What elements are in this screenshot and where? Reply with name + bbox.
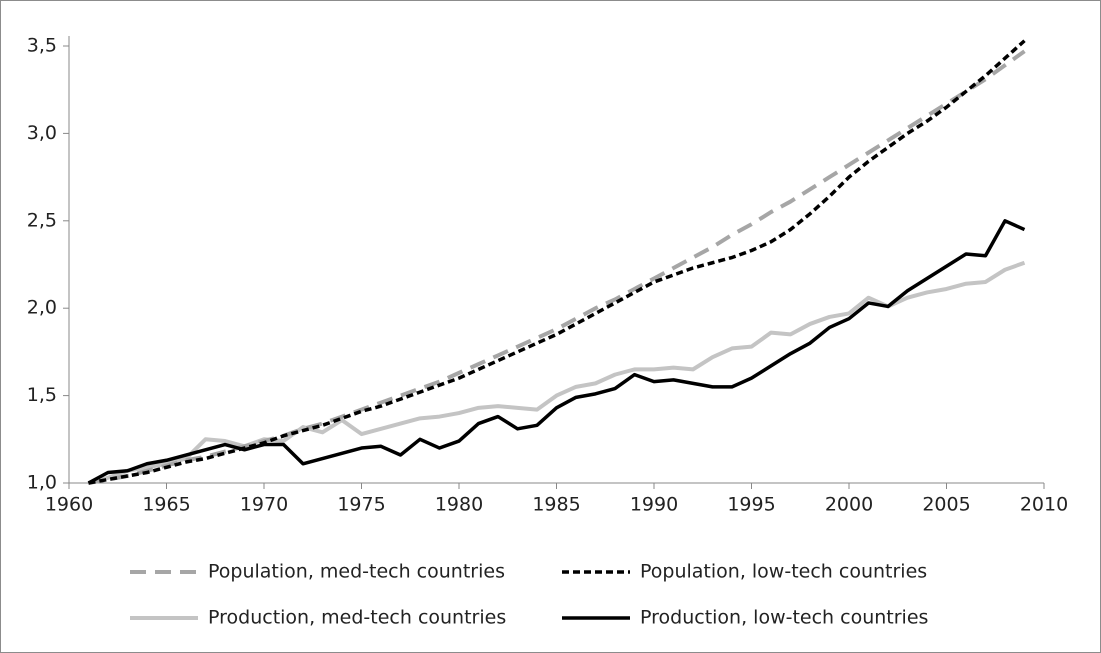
legend-label: Population, med-tech countries [208, 561, 505, 583]
legend-label: Production, low-tech countries [640, 607, 928, 629]
x-tick-label: 1990 [630, 494, 678, 516]
x-tick-label: 2010 [1020, 494, 1068, 516]
x-tick-label: 2005 [922, 494, 970, 516]
x-tick-label: 1970 [240, 494, 288, 516]
x-tick-label: 1965 [142, 494, 190, 516]
legend-label: Population, low-tech countries [640, 561, 927, 583]
x-tick-label: 1995 [727, 494, 775, 516]
x-tick-label: 1985 [532, 494, 580, 516]
legend-label: Production, med-tech countries [208, 607, 506, 629]
x-tick-label: 2000 [825, 494, 873, 516]
series-line [87, 219, 1026, 485]
y-tick-label: 1,0 [27, 472, 57, 494]
y-tick-label: 2,5 [27, 209, 57, 231]
x-tick-label: 1960 [45, 494, 93, 516]
y-tick-label: 2,0 [27, 297, 57, 319]
y-tick-label: 1,5 [27, 384, 57, 406]
x-tick-label: 1975 [337, 494, 385, 516]
y-tick-label: 3,5 [27, 35, 57, 57]
y-tick-label: 3,0 [27, 122, 57, 144]
x-tick-label: 1980 [435, 494, 483, 516]
